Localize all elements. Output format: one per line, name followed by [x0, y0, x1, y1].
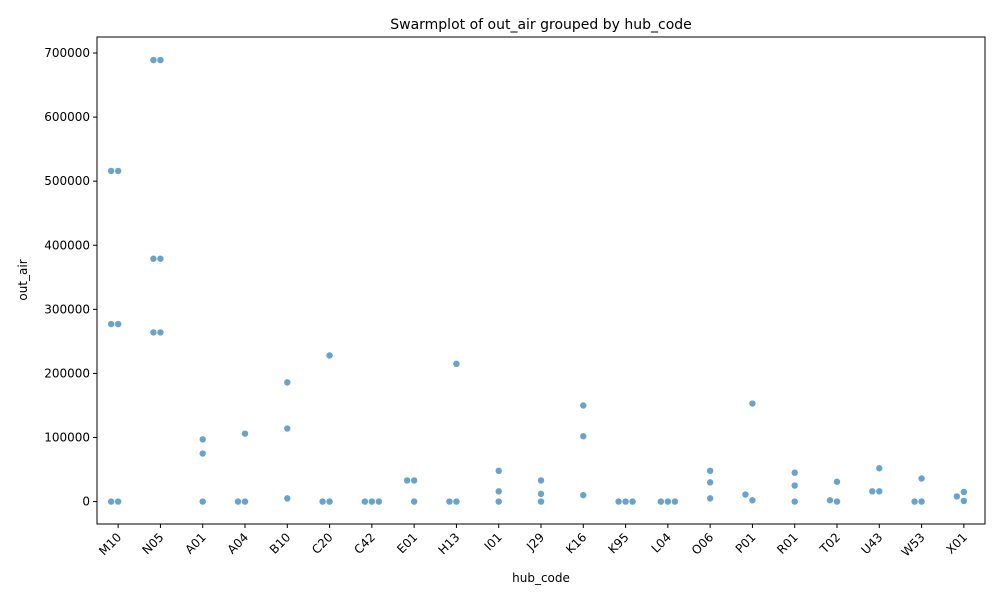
- y-tick-label: 100000: [44, 430, 90, 444]
- data-point: [199, 436, 206, 443]
- data-point: [410, 498, 418, 505]
- data-point: [622, 498, 629, 505]
- data-point: [375, 498, 383, 505]
- data-point: [403, 477, 411, 484]
- data-point: [114, 498, 122, 505]
- data-point: [410, 477, 418, 484]
- data-point: [918, 475, 925, 482]
- data-point: [791, 469, 798, 476]
- data-point: [199, 450, 206, 457]
- data-point: [615, 498, 622, 505]
- data-point: [157, 56, 164, 64]
- data-point: [495, 498, 502, 505]
- data-point: [368, 498, 376, 505]
- data-point: [150, 56, 157, 64]
- data-point: [157, 329, 164, 336]
- data-point: [960, 488, 968, 496]
- x-axis-label: hub_code: [512, 571, 570, 585]
- data-point: [580, 491, 587, 499]
- chart-title: Swarmplot of out_air grouped by hub_code: [390, 17, 692, 33]
- data-point: [833, 498, 841, 505]
- data-point: [960, 497, 968, 505]
- y-tick-label: 700000: [44, 46, 90, 60]
- data-point: [876, 465, 883, 472]
- y-axis: 0 100000 200000 300000 400000 500000 600000 700…: [44, 46, 97, 509]
- data-point: [453, 360, 460, 368]
- data-point: [664, 498, 672, 505]
- data-point: [791, 482, 798, 489]
- data-point: [953, 493, 961, 500]
- data-point: [199, 498, 206, 505]
- data-point: [749, 400, 756, 407]
- data-point: [284, 379, 291, 386]
- y-axis-label: out_air: [16, 259, 30, 300]
- data-point: [706, 467, 714, 475]
- data-point: [706, 479, 714, 486]
- data-point: [453, 498, 460, 505]
- data-point: [537, 490, 545, 498]
- data-point: [629, 498, 636, 505]
- data-point: [114, 320, 122, 328]
- data-point: [911, 498, 918, 505]
- y-tick-label: 0: [82, 495, 90, 509]
- data-point: [537, 498, 545, 505]
- y-tick-label: 600000: [44, 110, 90, 124]
- data-point: [284, 495, 291, 502]
- data-point: [319, 498, 326, 505]
- data-point: [107, 167, 115, 175]
- y-tick-label: 300000: [44, 302, 90, 316]
- data-point: [361, 498, 369, 505]
- data-point: [326, 352, 333, 359]
- data-point: [150, 255, 157, 262]
- data-point: [234, 498, 242, 505]
- data-point: [706, 495, 714, 502]
- data-point: [580, 433, 587, 440]
- data-point: [446, 498, 453, 505]
- data-point: [241, 498, 249, 505]
- data-point: [326, 498, 333, 505]
- data-point: [107, 320, 115, 328]
- data-point: [150, 329, 157, 336]
- y-tick-label: 200000: [44, 366, 90, 380]
- data-point: [869, 488, 876, 495]
- data-point: [157, 255, 164, 262]
- y-tick-label: 400000: [44, 238, 90, 252]
- data-point: [284, 425, 291, 432]
- plot-frame: [96, 36, 986, 525]
- data-point: [495, 467, 502, 475]
- data-point: [114, 167, 122, 175]
- data-point: [671, 498, 679, 505]
- data-point: [918, 498, 925, 505]
- data-point: [876, 488, 883, 495]
- data-point: [495, 488, 502, 495]
- points-layer: [107, 56, 968, 505]
- y-tick-label: 500000: [44, 174, 90, 188]
- data-point: [107, 498, 115, 505]
- data-point: [537, 477, 545, 484]
- data-point: [791, 498, 798, 505]
- data-point: [833, 478, 841, 485]
- data-point: [749, 497, 756, 504]
- data-point: [826, 497, 834, 504]
- data-point: [580, 402, 587, 409]
- data-point: [742, 491, 749, 498]
- data-point: [657, 498, 665, 505]
- data-point: [241, 430, 249, 437]
